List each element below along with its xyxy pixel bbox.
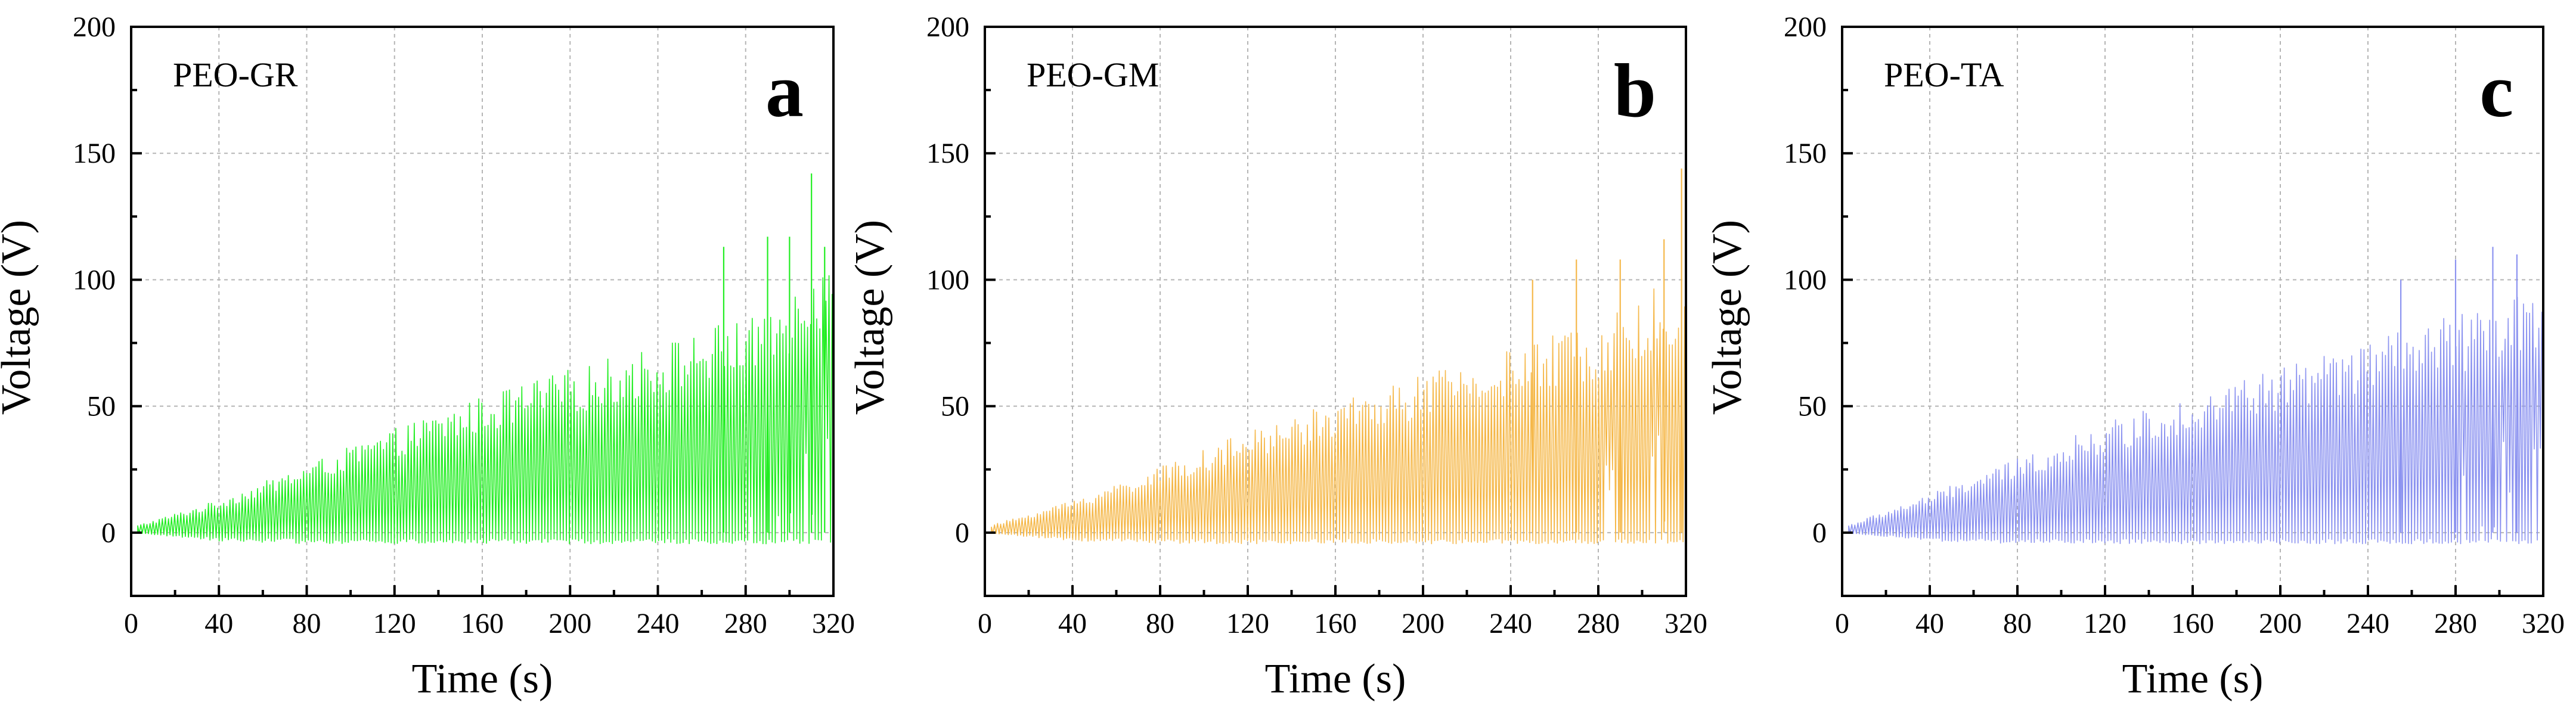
y-tick-label: 0 <box>101 517 116 549</box>
x-tick-label: 200 <box>548 608 591 639</box>
x-tick-label: 80 <box>2003 608 2032 639</box>
voltage-trace <box>991 288 1685 545</box>
y-tick-label: 0 <box>955 517 969 549</box>
x-tick-label: 280 <box>724 608 767 639</box>
x-tick-label: 240 <box>637 608 680 639</box>
y-tick-label: 0 <box>1812 517 1827 549</box>
y-tick-label: 200 <box>73 11 116 43</box>
y-axis-title: Voltage (V) <box>1704 220 1750 415</box>
x-axis-title: Time (s) <box>2122 656 2264 702</box>
x-axis-title: Time (s) <box>1265 656 1406 702</box>
y-tick-label: 100 <box>73 264 116 296</box>
y-tick-label: 150 <box>1784 138 1827 169</box>
x-tick-label: 40 <box>1058 608 1087 639</box>
x-tick-label: 200 <box>1402 608 1444 639</box>
panel-a: 0 40 80 120 160 200 240 280 320 0 50 100 150 200 Time … <box>0 11 855 702</box>
x-tick-label: 240 <box>2346 608 2389 639</box>
x-axis-title: Time (s) <box>412 656 553 702</box>
x-tick-label: 120 <box>373 608 416 639</box>
x-tick-label: 280 <box>2434 608 2477 639</box>
y-tick-label: 150 <box>926 138 969 169</box>
grid <box>985 27 1686 596</box>
panel-b: 0 40 80 120 160 200 240 280 320 0 50 100 150 200 Time … <box>847 11 1707 702</box>
x-tick-label: 80 <box>293 608 321 639</box>
series-label: PEO-GR <box>173 55 298 94</box>
y-axis-title: Voltage (V) <box>847 220 893 415</box>
x-tick-label: 120 <box>1226 608 1269 639</box>
x-tick-label: 160 <box>461 608 504 639</box>
x-tick-label: 160 <box>2171 608 2214 639</box>
y-tick-label: 100 <box>1784 264 1827 296</box>
x-tick-label: 200 <box>2259 608 2302 639</box>
x-tick-label: 40 <box>1915 608 1944 639</box>
x-tick-label: 0 <box>1835 608 1849 639</box>
y-axis-title: Voltage (V) <box>0 220 39 415</box>
x-tick-label: 40 <box>204 608 233 639</box>
y-tick-label: 150 <box>73 138 116 169</box>
x-tick-label: 160 <box>1314 608 1357 639</box>
y-tick-label: 100 <box>926 264 969 296</box>
x-tick-label: 320 <box>812 608 855 639</box>
x-tick-label: 80 <box>1146 608 1174 639</box>
x-tick-label: 0 <box>978 608 992 639</box>
y-tick-label: 200 <box>926 11 969 43</box>
x-tick-label: 240 <box>1489 608 1532 639</box>
y-tick-label: 50 <box>87 391 116 422</box>
x-tick-label: 320 <box>2522 608 2565 639</box>
x-tick-label: 280 <box>1577 608 1620 639</box>
x-tick-label: 320 <box>1664 608 1707 639</box>
panel-letter: c <box>2479 48 2513 133</box>
x-tick-label: 0 <box>124 608 138 639</box>
panel-letter: b <box>1614 48 1656 133</box>
y-tick-label: 50 <box>1798 391 1827 422</box>
voltage-trace <box>1848 297 2543 545</box>
series-label: PEO-TA <box>1884 55 2004 94</box>
voltage-trace <box>137 275 833 545</box>
y-tick-label: 200 <box>1784 11 1827 43</box>
panel-letter: a <box>765 48 804 133</box>
series-label: PEO-GM <box>1027 55 1159 94</box>
x-tick-label: 120 <box>2084 608 2126 639</box>
panel-c: 0 40 80 120 160 200 240 280 320 0 50 100 150 200 Time … <box>1704 11 2565 702</box>
y-tick-label: 50 <box>941 391 969 422</box>
